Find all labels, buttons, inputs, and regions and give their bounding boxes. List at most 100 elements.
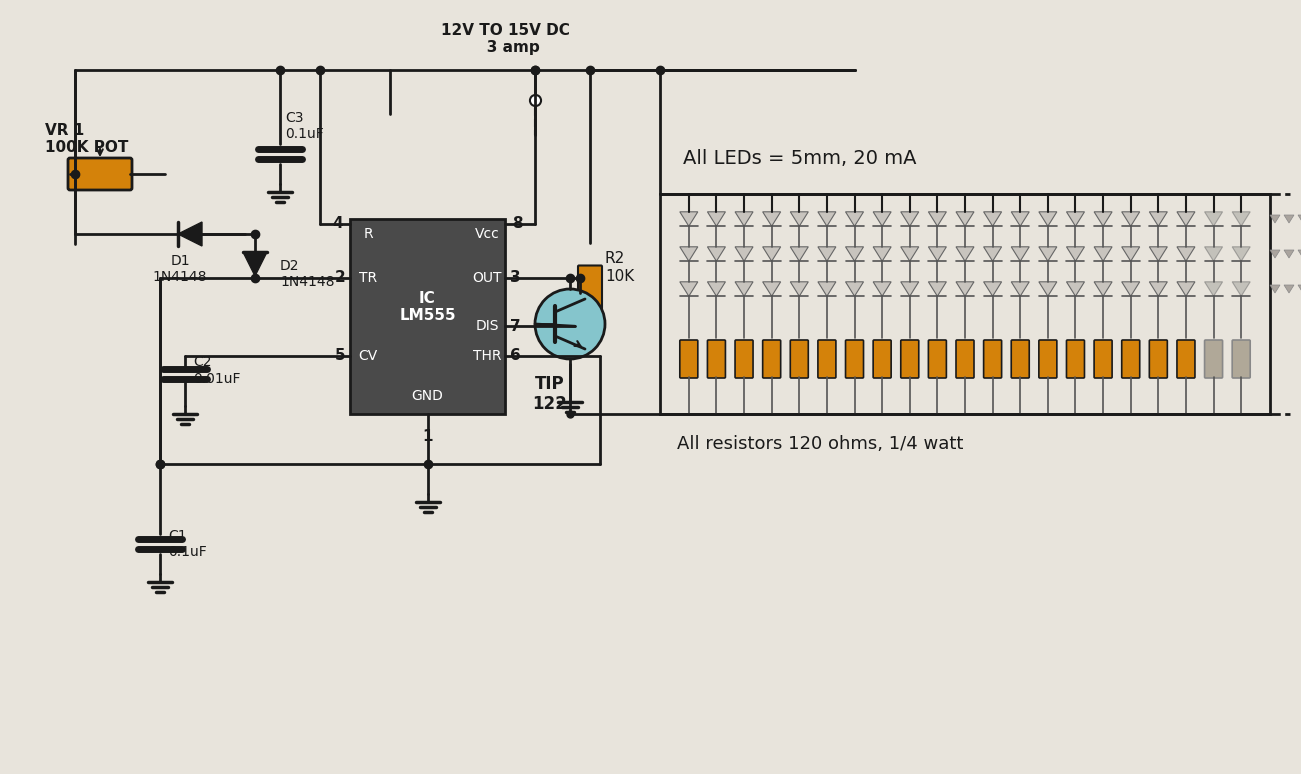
Text: VR 1
100K POT: VR 1 100K POT (46, 123, 129, 156)
FancyBboxPatch shape (1067, 340, 1085, 378)
Polygon shape (900, 247, 919, 261)
Text: 3: 3 (510, 270, 520, 285)
FancyBboxPatch shape (1121, 340, 1140, 378)
Polygon shape (708, 247, 726, 261)
Text: 2: 2 (334, 270, 345, 285)
Text: C2
0.01uF: C2 0.01uF (193, 355, 241, 385)
Polygon shape (956, 247, 974, 261)
FancyBboxPatch shape (1011, 340, 1029, 378)
Text: All resistors 120 ohms, 1/4 watt: All resistors 120 ohms, 1/4 watt (677, 435, 963, 453)
FancyBboxPatch shape (680, 340, 697, 378)
Polygon shape (873, 212, 891, 226)
Text: 6: 6 (510, 348, 520, 363)
Polygon shape (1067, 247, 1085, 261)
Text: 1: 1 (423, 429, 433, 444)
Polygon shape (1039, 282, 1056, 296)
FancyBboxPatch shape (1149, 340, 1167, 378)
Bar (660, 194, 1270, 414)
Polygon shape (984, 247, 1002, 261)
Text: 4: 4 (332, 217, 343, 231)
Polygon shape (1177, 247, 1194, 261)
FancyBboxPatch shape (1177, 340, 1194, 378)
FancyBboxPatch shape (956, 340, 974, 378)
Polygon shape (1094, 212, 1112, 226)
Polygon shape (1039, 212, 1056, 226)
Polygon shape (1177, 282, 1194, 296)
Polygon shape (680, 212, 697, 226)
Text: R2
10K: R2 10K (605, 252, 635, 284)
Polygon shape (873, 247, 891, 261)
Polygon shape (762, 282, 781, 296)
Polygon shape (1232, 247, 1250, 261)
Polygon shape (900, 212, 919, 226)
Polygon shape (790, 247, 808, 261)
Polygon shape (762, 212, 781, 226)
Polygon shape (1121, 282, 1140, 296)
Text: DIS: DIS (475, 319, 498, 334)
Circle shape (535, 289, 605, 359)
Polygon shape (1149, 247, 1167, 261)
Polygon shape (1149, 212, 1167, 226)
Text: C3
0.1uF: C3 0.1uF (285, 111, 324, 141)
FancyBboxPatch shape (762, 340, 781, 378)
FancyBboxPatch shape (708, 340, 726, 378)
FancyBboxPatch shape (846, 340, 864, 378)
Polygon shape (1270, 285, 1280, 293)
Polygon shape (1284, 215, 1294, 223)
Polygon shape (1011, 247, 1029, 261)
FancyBboxPatch shape (1232, 340, 1250, 378)
Polygon shape (708, 282, 726, 296)
FancyBboxPatch shape (735, 340, 753, 378)
Polygon shape (1011, 282, 1029, 296)
Polygon shape (1284, 250, 1294, 258)
Polygon shape (1011, 212, 1029, 226)
Polygon shape (708, 212, 726, 226)
Polygon shape (178, 222, 202, 246)
Polygon shape (1205, 212, 1223, 226)
Polygon shape (984, 282, 1002, 296)
Polygon shape (1067, 282, 1085, 296)
FancyBboxPatch shape (790, 340, 808, 378)
Polygon shape (846, 282, 864, 296)
Polygon shape (790, 282, 808, 296)
Polygon shape (735, 247, 753, 261)
Polygon shape (956, 282, 974, 296)
Text: GND: GND (411, 389, 444, 403)
FancyBboxPatch shape (818, 340, 837, 378)
Polygon shape (929, 282, 946, 296)
Polygon shape (846, 212, 864, 226)
Polygon shape (1121, 212, 1140, 226)
Text: CV: CV (358, 348, 377, 362)
Polygon shape (1094, 282, 1112, 296)
Polygon shape (900, 282, 919, 296)
Bar (350, 219, 505, 414)
Polygon shape (1298, 285, 1301, 293)
Polygon shape (1094, 247, 1112, 261)
Polygon shape (762, 247, 781, 261)
Polygon shape (818, 247, 837, 261)
Polygon shape (1067, 212, 1085, 226)
Text: OUT: OUT (472, 270, 502, 285)
FancyBboxPatch shape (1205, 340, 1223, 378)
Polygon shape (1298, 250, 1301, 258)
Polygon shape (1205, 247, 1223, 261)
Polygon shape (735, 282, 753, 296)
Polygon shape (1270, 250, 1280, 258)
Text: 7: 7 (510, 319, 520, 334)
Polygon shape (735, 212, 753, 226)
Text: All LEDs = 5mm, 20 mA: All LEDs = 5mm, 20 mA (683, 149, 917, 169)
FancyBboxPatch shape (1094, 340, 1112, 378)
Text: R: R (363, 227, 373, 241)
Text: C1
0.1uF: C1 0.1uF (168, 529, 207, 559)
Polygon shape (818, 212, 837, 226)
Polygon shape (1121, 247, 1140, 261)
Text: THR: THR (472, 348, 501, 362)
FancyBboxPatch shape (929, 340, 946, 378)
Text: Vcc: Vcc (475, 227, 500, 241)
FancyBboxPatch shape (68, 158, 131, 190)
Polygon shape (680, 247, 697, 261)
Polygon shape (1177, 212, 1194, 226)
FancyBboxPatch shape (873, 340, 891, 378)
Polygon shape (1232, 282, 1250, 296)
FancyBboxPatch shape (578, 265, 602, 310)
